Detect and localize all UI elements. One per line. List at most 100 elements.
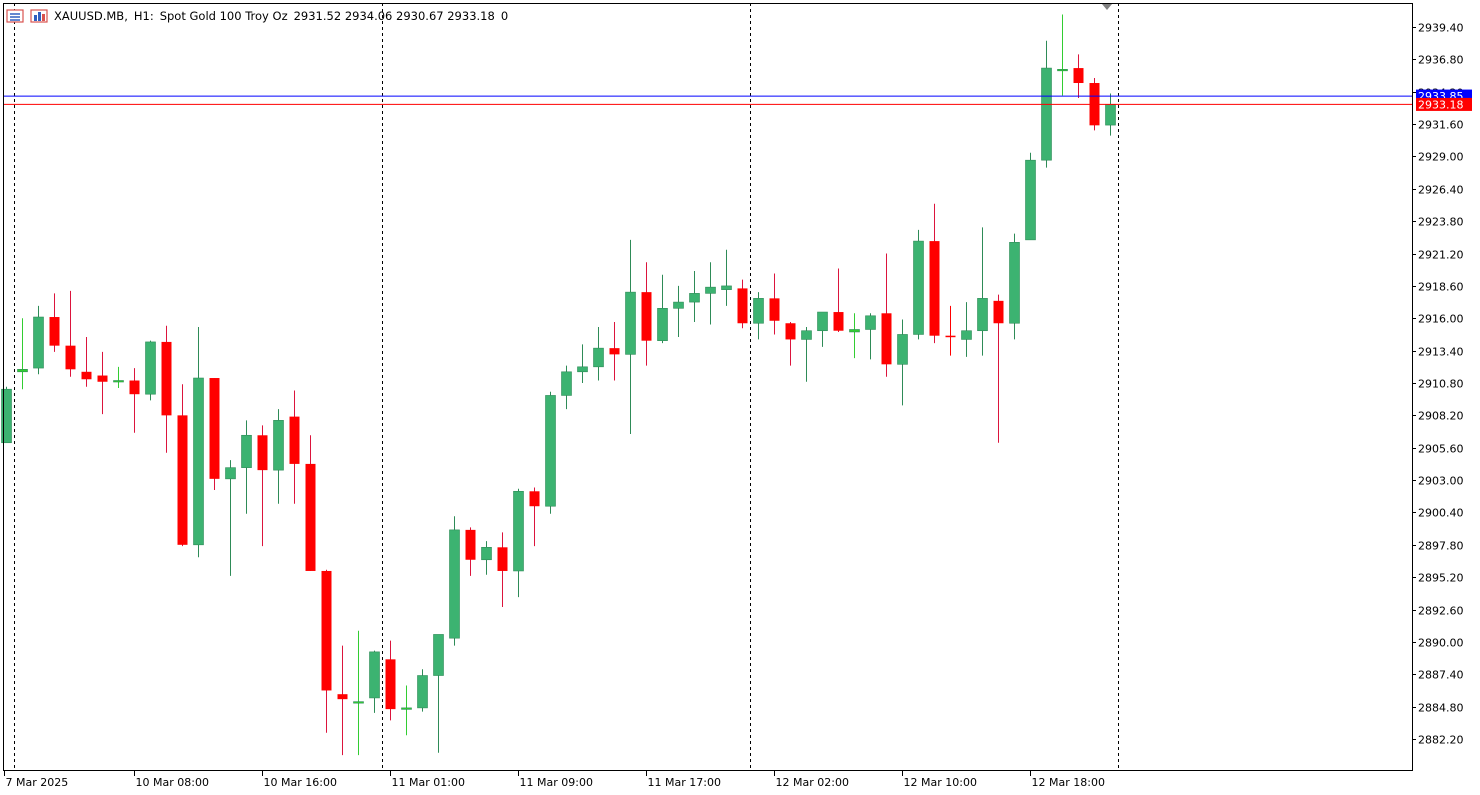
chart-stats-icon[interactable] bbox=[30, 8, 48, 24]
candle[interactable] bbox=[209, 378, 220, 491]
candle-body-bull bbox=[513, 490, 524, 572]
candle[interactable] bbox=[193, 326, 204, 558]
candle[interactable] bbox=[353, 630, 364, 756]
candle[interactable] bbox=[385, 640, 396, 721]
candle[interactable] bbox=[321, 569, 332, 733]
price-axis[interactable]: 2939.402936.802934.202931.602929.002926.… bbox=[1412, 22, 1472, 747]
candle[interactable] bbox=[881, 253, 892, 377]
candle[interactable] bbox=[369, 650, 380, 713]
candle[interactable] bbox=[177, 384, 188, 547]
candle-body-bear bbox=[929, 241, 940, 336]
candle[interactable] bbox=[417, 669, 428, 712]
candle[interactable] bbox=[913, 229, 924, 340]
candle[interactable] bbox=[225, 460, 236, 576]
candle[interactable] bbox=[289, 390, 300, 504]
candle[interactable] bbox=[721, 249, 732, 306]
candle[interactable] bbox=[273, 409, 284, 504]
candle-body-bear bbox=[321, 570, 332, 691]
candle[interactable] bbox=[785, 322, 796, 366]
candle-body-bull bbox=[193, 377, 204, 546]
y-tick-label: 2908.20 bbox=[1418, 410, 1464, 423]
candle[interactable] bbox=[897, 319, 908, 406]
candle[interactable] bbox=[545, 391, 556, 514]
candle[interactable] bbox=[17, 318, 28, 390]
candle-body-bear bbox=[305, 463, 316, 571]
candle[interactable] bbox=[161, 325, 172, 453]
candle-body-bear bbox=[257, 435, 268, 471]
candle[interactable] bbox=[673, 285, 684, 337]
candle[interactable] bbox=[305, 435, 316, 571]
y-tick-label: 2910.80 bbox=[1418, 378, 1464, 391]
candle[interactable] bbox=[481, 541, 492, 575]
candle[interactable] bbox=[257, 425, 268, 547]
candle[interactable] bbox=[97, 351, 108, 415]
candle[interactable] bbox=[81, 336, 92, 387]
candle[interactable] bbox=[465, 527, 476, 576]
candle[interactable] bbox=[1025, 152, 1036, 241]
y-tick-label: 2884.80 bbox=[1418, 702, 1464, 715]
candle[interactable] bbox=[593, 326, 604, 381]
candle[interactable] bbox=[1, 386, 12, 444]
candle[interactable] bbox=[49, 293, 60, 352]
y-tick-label: 2905.60 bbox=[1418, 443, 1464, 456]
candle-body-bull bbox=[1, 388, 12, 444]
candle[interactable] bbox=[833, 268, 844, 332]
candle[interactable] bbox=[689, 270, 700, 323]
candle[interactable] bbox=[241, 420, 252, 514]
day-separators bbox=[14, 3, 1119, 771]
y-tick-label: 2903.00 bbox=[1418, 475, 1464, 488]
candle[interactable] bbox=[1057, 14, 1068, 96]
time-axis[interactable]: 7 Mar 2025 10 Mar 08:00 10 Mar 16:00 11 Mar… bbox=[4, 771, 1105, 789]
candle-body-bear bbox=[529, 491, 540, 507]
candle[interactable] bbox=[753, 292, 764, 340]
candle[interactable] bbox=[769, 273, 780, 335]
candle[interactable] bbox=[1009, 233, 1020, 340]
candle[interactable] bbox=[945, 305, 956, 356]
y-tick-label: 2916.00 bbox=[1418, 313, 1464, 326]
candle-body-bull bbox=[865, 315, 876, 330]
candle[interactable] bbox=[817, 311, 828, 347]
candle-body-bull bbox=[721, 285, 732, 290]
candle[interactable] bbox=[929, 203, 940, 344]
candle[interactable] bbox=[865, 313, 876, 360]
candle[interactable] bbox=[337, 645, 348, 756]
candle[interactable] bbox=[577, 344, 588, 383]
candle[interactable] bbox=[977, 227, 988, 356]
candle[interactable] bbox=[993, 294, 1004, 443]
candle[interactable] bbox=[641, 262, 652, 366]
x-tick-label: 10 Mar 16:00 bbox=[264, 776, 337, 789]
chart-list-icon[interactable] bbox=[6, 8, 24, 24]
candle[interactable] bbox=[449, 516, 460, 646]
candle[interactable] bbox=[1073, 54, 1084, 98]
candle[interactable] bbox=[561, 365, 572, 410]
symbol-label: XAUUSD.MB, bbox=[54, 9, 128, 23]
candle[interactable] bbox=[961, 302, 972, 357]
y-tick-label: 2900.40 bbox=[1418, 507, 1464, 520]
candle[interactable] bbox=[401, 685, 412, 736]
candle[interactable] bbox=[801, 326, 812, 382]
candle[interactable] bbox=[113, 366, 124, 388]
candle-body-bull bbox=[145, 341, 156, 395]
candle[interactable] bbox=[529, 487, 540, 547]
candle[interactable] bbox=[433, 634, 444, 753]
candle-body-bear bbox=[833, 312, 844, 331]
candle-body-bull bbox=[273, 420, 284, 471]
candle[interactable] bbox=[625, 239, 636, 435]
candle-body-bear bbox=[289, 416, 300, 464]
candle[interactable] bbox=[705, 262, 716, 325]
candle[interactable] bbox=[65, 290, 76, 377]
candle[interactable] bbox=[657, 274, 668, 344]
candle[interactable] bbox=[33, 305, 44, 375]
candle-body-bear bbox=[81, 371, 92, 380]
candle[interactable] bbox=[145, 340, 156, 401]
candle[interactable] bbox=[737, 279, 748, 329]
candle-body-bear bbox=[881, 313, 892, 365]
candle[interactable] bbox=[497, 532, 508, 608]
candle[interactable] bbox=[609, 322, 620, 381]
candle[interactable] bbox=[129, 368, 140, 433]
candle[interactable] bbox=[513, 488, 524, 598]
candle[interactable] bbox=[849, 313, 860, 359]
shift-marker-icon[interactable] bbox=[1102, 4, 1112, 10]
